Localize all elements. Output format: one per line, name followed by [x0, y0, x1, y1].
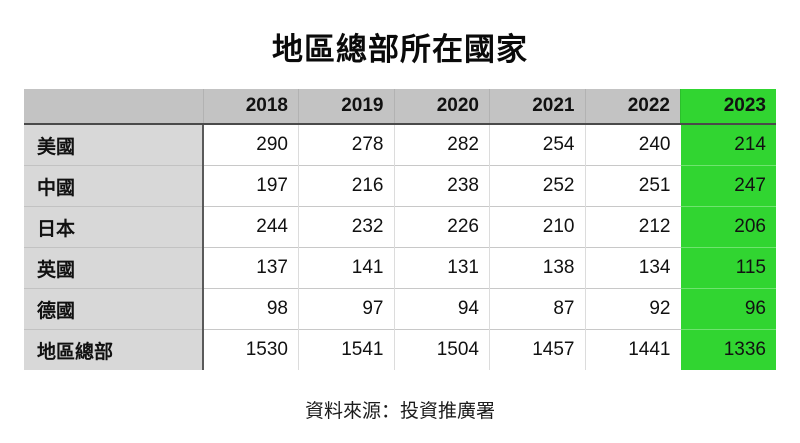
cell-germany-2020: 94	[393, 288, 490, 330]
cell-germany-2019: 97	[298, 288, 394, 330]
table-row-total-regional-hq: 地區總部 1530 1541 1504 1457 1441 1336	[24, 329, 776, 370]
cell-uk-2023: 115	[680, 247, 776, 289]
cell-japan-2020: 226	[393, 206, 490, 248]
cell-china-2022: 251	[584, 165, 681, 207]
header-year-2018: 2018	[202, 89, 299, 125]
cell-japan-2021: 210	[489, 206, 585, 248]
cell-uk-2020: 131	[393, 247, 490, 289]
table-row-uk: 英國 137 141 131 138 134 115	[24, 247, 776, 289]
row-label-usa: 美國	[24, 124, 204, 166]
cell-china-2020: 238	[393, 165, 490, 207]
cell-uk-2018: 137	[202, 247, 299, 289]
table-row-china: 中國 197 216 238 252 251 247	[24, 165, 776, 207]
row-label-total: 地區總部	[24, 329, 204, 370]
regional-hq-table: 2018 2019 2020 2021 2022 2023 美國 290 278…	[24, 89, 776, 370]
cell-total-2023: 1336	[680, 329, 776, 370]
cell-china-2021: 252	[489, 165, 585, 207]
cell-uk-2021: 138	[489, 247, 585, 289]
header-corner-cell	[24, 89, 203, 125]
cell-japan-2019: 232	[298, 206, 394, 248]
cell-usa-2020: 282	[393, 124, 490, 166]
cell-uk-2019: 141	[298, 247, 394, 289]
cell-usa-2018: 290	[202, 124, 299, 166]
header-year-2019: 2019	[298, 89, 394, 125]
cell-usa-2023: 214	[680, 124, 776, 166]
table-row-japan: 日本 244 232 226 210 212 206	[24, 206, 776, 248]
row-label-china: 中國	[24, 165, 204, 207]
cell-total-2018: 1530	[202, 329, 299, 370]
cell-china-2019: 216	[298, 165, 394, 207]
cell-japan-2023: 206	[680, 206, 776, 248]
row-label-japan: 日本	[24, 206, 204, 248]
cell-germany-2018: 98	[202, 288, 299, 330]
cell-usa-2022: 240	[584, 124, 681, 166]
cell-japan-2018: 244	[202, 206, 299, 248]
page-title: 地區總部所在國家	[272, 32, 528, 67]
cell-japan-2022: 212	[584, 206, 681, 248]
cell-total-2020: 1504	[393, 329, 490, 370]
data-source-caption: 資料來源：投資推廣署	[304, 401, 495, 422]
cell-total-2021: 1457	[489, 329, 585, 370]
header-year-2021: 2021	[489, 89, 585, 125]
header-year-2022: 2022	[584, 89, 681, 125]
cell-germany-2021: 87	[489, 288, 585, 330]
row-label-germany: 德國	[24, 288, 204, 330]
cell-uk-2022: 134	[584, 247, 681, 289]
cell-china-2018: 197	[202, 165, 299, 207]
table-body: 美國 290 278 282 254 240 214 中國 197 216 23…	[24, 124, 776, 370]
header-row: 2018 2019 2020 2021 2022 2023	[24, 89, 776, 125]
table-header: 2018 2019 2020 2021 2022 2023	[24, 89, 776, 125]
cell-china-2023: 247	[680, 165, 776, 207]
header-year-2023-highlighted: 2023	[680, 89, 776, 125]
cell-usa-2019: 278	[298, 124, 394, 166]
header-year-2020: 2020	[393, 89, 490, 125]
cell-usa-2021: 254	[489, 124, 585, 166]
cell-germany-2022: 92	[584, 288, 681, 330]
cell-total-2019: 1541	[298, 329, 394, 370]
table-row-germany: 德國 98 97 94 87 92 96	[24, 288, 776, 330]
cell-total-2022: 1441	[584, 329, 681, 370]
row-label-uk: 英國	[24, 247, 204, 289]
cell-germany-2023: 96	[680, 288, 776, 330]
table-row-usa: 美國 290 278 282 254 240 214	[24, 124, 776, 166]
